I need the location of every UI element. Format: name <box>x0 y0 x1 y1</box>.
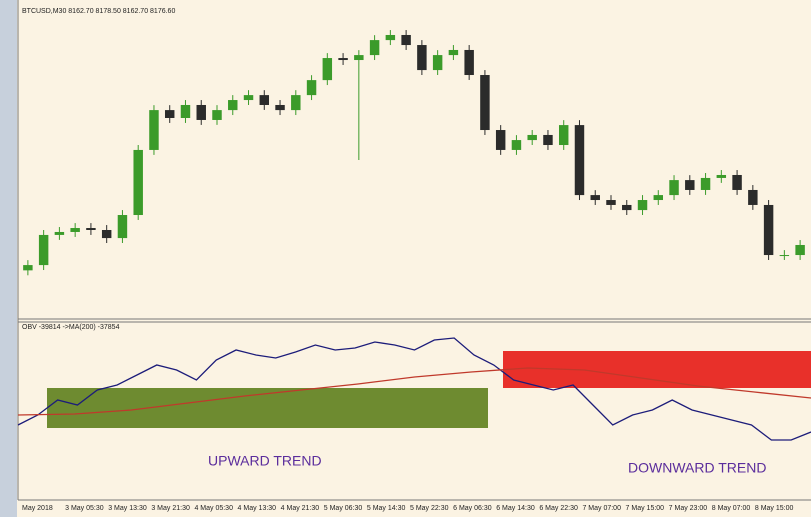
candle-body <box>480 75 490 131</box>
candle-body <box>527 134 537 141</box>
candle-body <box>637 200 648 211</box>
candle-body <box>448 49 459 56</box>
candle-body <box>70 228 80 232</box>
candle-body <box>101 230 112 239</box>
side-strip <box>0 0 17 517</box>
x-tick-label: 7 May 07:00 <box>582 505 621 512</box>
x-tick-label: 4 May 21:30 <box>281 505 320 512</box>
candle-body <box>385 34 396 41</box>
x-tick-label: 6 May 06:30 <box>453 505 492 512</box>
candle-body <box>732 174 742 190</box>
candle-body <box>117 215 128 239</box>
x-tick-label: 3 May 13:30 <box>108 505 147 512</box>
x-tick-label: 3 May 21:30 <box>151 505 190 512</box>
candle-body <box>228 100 238 111</box>
candle-body <box>606 200 616 205</box>
candle-body <box>149 110 159 150</box>
candle-body <box>164 110 175 118</box>
x-tick-label: 7 May 15:00 <box>626 505 665 512</box>
candle-body <box>322 58 333 81</box>
x-tick-label: 8 May 07:00 <box>712 505 751 512</box>
x-tick-label: 4 May 05:30 <box>194 505 233 512</box>
price-header: BTCUSD,M30 8162.70 8178.50 8162.70 8176.… <box>22 8 175 15</box>
downward-zone <box>503 351 811 388</box>
upward-zone <box>47 388 488 428</box>
candle-body <box>212 110 222 120</box>
candle-body <box>401 34 411 46</box>
candle-body <box>464 49 474 76</box>
candle-body <box>259 95 270 105</box>
candle-body <box>86 228 96 230</box>
x-tick-label: 6 May 14:30 <box>496 505 535 512</box>
candle-body <box>574 125 585 196</box>
x-tick-label: 7 May 23:00 <box>669 505 708 512</box>
candle-body <box>354 55 364 61</box>
annotation: UPWARD TREND <box>208 453 322 469</box>
candle-body <box>23 265 33 271</box>
candle-body <box>243 95 254 101</box>
candle-body <box>338 58 348 61</box>
candle-body <box>369 40 380 56</box>
candle-body <box>748 189 758 205</box>
x-tick-label: May 2018 <box>22 505 53 512</box>
candle-body <box>196 104 206 120</box>
candle-body <box>495 130 506 150</box>
x-tick-label: 8 May 15:00 <box>755 505 794 512</box>
candle-body <box>291 95 301 111</box>
candle-body <box>38 234 49 266</box>
candle-body <box>669 180 679 196</box>
x-tick-label: 5 May 14:30 <box>367 505 406 512</box>
candle-body <box>306 80 317 96</box>
candle-body <box>795 244 805 256</box>
candle-body <box>558 125 569 146</box>
x-tick-label: 3 May 05:30 <box>65 505 104 512</box>
candle-body <box>763 204 774 256</box>
candle-body <box>543 134 553 146</box>
candle-body <box>133 149 143 216</box>
candle-body <box>54 231 65 235</box>
series-line <box>17 367 811 416</box>
candle-body <box>180 104 191 118</box>
x-tick-label: 5 May 06:30 <box>324 505 363 512</box>
obv-header: OBV -39814 ->MA(200) -37854 <box>22 324 120 331</box>
candle-body <box>716 174 727 178</box>
candle-body <box>685 180 695 190</box>
candle-body <box>432 55 443 71</box>
candle-body <box>700 177 711 190</box>
x-tick-label: 6 May 22:30 <box>539 505 578 512</box>
candle-body <box>653 195 664 201</box>
series-line <box>17 337 811 441</box>
candle-body <box>511 140 522 150</box>
candle-body <box>590 195 600 201</box>
candle-body <box>275 104 285 111</box>
candle-body <box>417 45 427 71</box>
candle-body <box>779 255 790 257</box>
annotation: DOWNWARD TREND <box>628 460 766 476</box>
x-tick-label: 4 May 13:30 <box>238 505 277 512</box>
candle-body <box>622 204 632 211</box>
x-tick-label: 5 May 22:30 <box>410 505 449 512</box>
